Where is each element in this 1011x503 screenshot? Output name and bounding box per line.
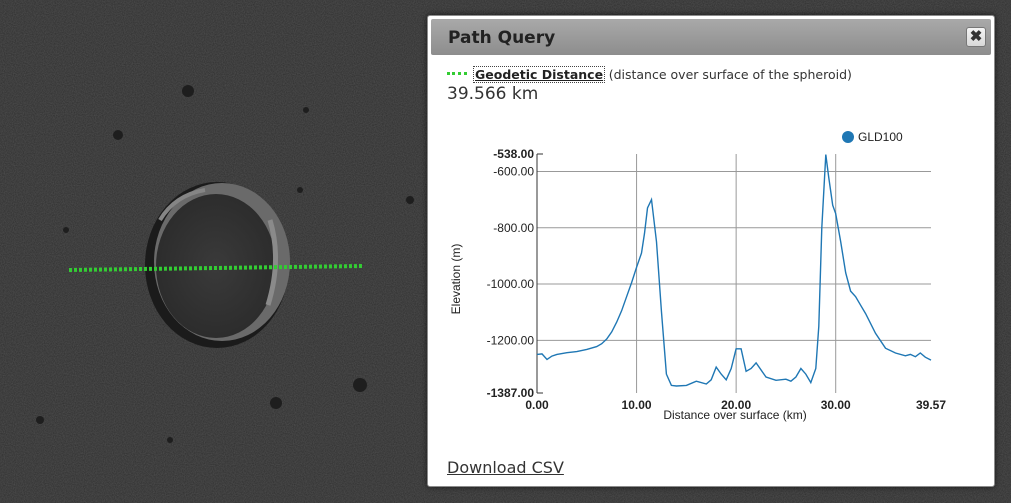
legend-entry-gld100: GLD100: [858, 130, 903, 144]
download-csv-link[interactable]: Download CSV: [447, 458, 564, 477]
y-tick-label: -600.00: [493, 164, 534, 178]
panel-title: Path Query: [448, 28, 556, 48]
y-tick-label: -1200.00: [487, 333, 535, 347]
x-tick-label: 30.00: [821, 398, 851, 412]
x-tick-label: 20.00: [721, 398, 751, 412]
y-tick-labels: -538.00 -600.00 -800.00 -1000.00 -1200.00 -13…: [487, 147, 535, 400]
y-axis-label: Elevation (m): [449, 244, 463, 315]
y-tick-label: -800.00: [493, 221, 534, 235]
series-line-gld100: [536, 154, 932, 387]
close-button[interactable]: ✖: [966, 27, 986, 47]
x-tick-labels: 0.00 10.00 20.00 30.00 39.57: [525, 398, 946, 412]
path-query-panel: Path Query ✖ Geodetic Distance (distance…: [427, 15, 995, 487]
y-tick-label: -1000.00: [487, 277, 535, 291]
y-tick-label: -538.00: [493, 147, 534, 161]
chart-grid: [536, 153, 931, 394]
x-tick-label: 0.00: [525, 398, 549, 412]
distance-row: Geodetic Distance (distance over surface…: [447, 66, 852, 83]
main-crater: [145, 182, 290, 348]
query-path-line: [68, 264, 363, 272]
y-tick-label: -1387.00: [487, 386, 535, 400]
legend-marker-gld100: [842, 131, 854, 143]
x-tick-label: 10.00: [622, 398, 652, 412]
x-tick-label: 39.57: [916, 398, 946, 412]
chart-legend[interactable]: GLD100: [842, 130, 903, 144]
x-axis-label: Distance over surface (km): [663, 408, 806, 422]
small-craters: [36, 85, 414, 443]
distance-value: 39.566 km: [447, 84, 539, 104]
distance-legend-line: [447, 72, 467, 76]
distance-type-toggle[interactable]: Geodetic Distance: [473, 66, 606, 83]
elevation-chart: -538.00 -600.00 -800.00 -1000.00 -1200.00 -13…: [449, 130, 946, 422]
distance-description: (distance over surface of the spheroid): [608, 67, 852, 82]
panel-header[interactable]: Path Query ✖: [431, 19, 991, 55]
